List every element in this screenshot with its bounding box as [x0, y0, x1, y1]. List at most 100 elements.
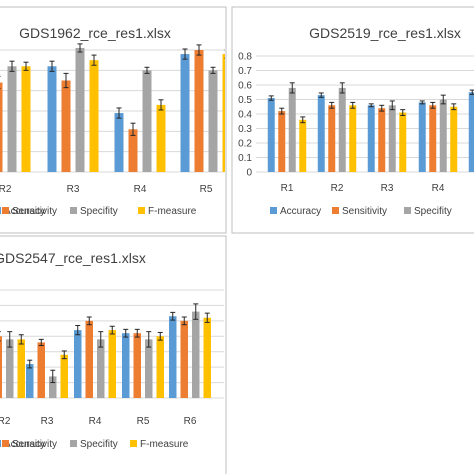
legend-item-accuracy: Accuracy	[0, 206, 45, 217]
legend-label: Sensitivity	[342, 206, 387, 217]
bar-specifity-r6	[192, 311, 200, 398]
bar-accuracy-r1	[267, 98, 275, 172]
y-tick-label: 0.5	[238, 95, 252, 106]
legend-item-specifity: Specifity	[70, 206, 118, 217]
bar-specifity-r2	[6, 339, 14, 398]
legend-swatch	[2, 207, 9, 214]
bar-accuracy-r4	[418, 102, 426, 172]
bar-fmeasure-r3	[60, 354, 68, 398]
bar-fmeasure-r6	[203, 317, 211, 398]
bar-specifity-r4	[142, 70, 152, 172]
bar-specifity-r4	[439, 99, 447, 172]
legend-swatch	[404, 207, 411, 214]
bar-specifity-r3	[49, 376, 57, 398]
legend-swatch	[332, 207, 339, 214]
bar-sensitivity-r3	[61, 80, 71, 172]
bar-sensitivity-r3	[378, 108, 386, 172]
bar-specifity-r3	[388, 105, 396, 172]
bar-fmeasure-r4	[450, 106, 458, 172]
bar-fmeasure-r3	[89, 60, 99, 172]
legend-swatch	[70, 207, 77, 214]
legend-item-sensitivity: Sensitivity	[2, 206, 57, 217]
x-tick-label-r2: R2	[331, 183, 344, 194]
bar-sensitivity-r2	[328, 105, 336, 172]
chart-gds1962: GDS1962_rce_res1.xlsx R1R2R3R4R5R6Accura…	[0, 25, 225, 217]
legend-label: Sensitivity	[12, 439, 57, 450]
y-tick-label: 0.4	[238, 110, 252, 121]
bar-accuracy-r5	[122, 333, 130, 398]
legend-label: Specifity	[414, 206, 452, 217]
bar-fmeasure-r4	[108, 330, 116, 398]
chart-title-gds2519: GDS2519_rce_res1.xlsx	[309, 25, 461, 41]
legend-item-accuracy: Accuracy	[0, 439, 45, 450]
bar-sensitivity-r3	[37, 342, 45, 398]
legend-item-fmeasure: F-measure	[138, 206, 197, 217]
bar-fmeasure-r2	[21, 66, 31, 172]
plot-area: R1R2R3R4R5R6	[0, 43, 225, 195]
bar-specifity-r5	[208, 70, 218, 172]
bar-sensitivity-r4	[128, 129, 138, 172]
legend-label: Accuracy	[4, 206, 45, 217]
y-tick-label: 0	[246, 168, 252, 179]
legend-swatch	[70, 440, 77, 447]
bar-specifity-r2	[7, 66, 17, 172]
legend-swatch	[138, 207, 145, 214]
bar-accuracy-r3	[26, 364, 34, 398]
bar-sensitivity-r4	[85, 320, 93, 398]
legend-swatch	[270, 207, 277, 214]
bar-specifity-r3	[75, 47, 85, 172]
bar-accuracy-r6	[169, 316, 177, 398]
bar-sensitivity-r4	[429, 105, 437, 172]
bar-fmeasure-r5	[222, 54, 225, 172]
bar-fmeasure-r2	[17, 339, 25, 398]
y-tick-label: 0.8	[238, 52, 252, 63]
bar-fmeasure-r1	[299, 119, 307, 172]
x-tick-label-r2: R2	[0, 416, 11, 427]
chart-title-gds2547: GDS2547_rce_res1.xlsx	[0, 250, 146, 266]
legend-label: Accuracy	[280, 206, 321, 217]
bar-sensitivity-r2	[0, 82, 3, 172]
legend-item-accuracy: Accuracy	[270, 206, 321, 217]
bar-sensitivity-r2	[0, 336, 2, 398]
legend-item-specifity: Specifity	[70, 439, 118, 450]
legend-item-sensitivity: Sensitivity	[332, 206, 387, 217]
plot-area: R1R2R3R4R5R6	[0, 289, 224, 427]
y-tick-label: 0.2	[238, 139, 252, 150]
bar-accuracy-r5	[180, 54, 190, 172]
y-tick-label: 0.3	[238, 124, 252, 135]
bar-accuracy-r3	[367, 105, 375, 172]
x-tick-label-r5: R5	[137, 416, 150, 427]
bar-specifity-r5	[145, 339, 153, 398]
legend-swatch	[130, 440, 137, 447]
legend-swatch	[0, 440, 1, 447]
bar-specifity-r4	[97, 339, 105, 398]
legend-swatch	[0, 207, 1, 214]
x-tick-label-r4: R4	[134, 184, 147, 195]
bar-accuracy-r3	[47, 66, 57, 172]
x-tick-label-r2: R2	[0, 184, 12, 195]
legend-item-fmeasure: F-measure	[130, 439, 189, 450]
y-tick-label: 0.6	[238, 81, 252, 92]
legend-swatch	[2, 440, 9, 447]
bar-sensitivity-r5	[194, 50, 204, 172]
bar-fmeasure-r4	[156, 104, 166, 172]
bar-accuracy-r2	[317, 95, 325, 172]
bar-sensitivity-r1	[278, 111, 286, 172]
legend-item-sensitivity: Sensitivity	[2, 439, 57, 450]
x-tick-label-r3: R3	[67, 184, 80, 195]
y-tick-label: 0.7	[238, 66, 252, 77]
x-tick-label-r4: R4	[89, 416, 102, 427]
chart-title-gds1962: GDS1962_rce_res1.xlsx	[19, 25, 171, 41]
bar-fmeasure-r2	[349, 105, 357, 172]
legend-label: Specifity	[80, 206, 118, 217]
x-tick-label-r3: R3	[381, 183, 394, 194]
x-tick-label-r3: R3	[41, 416, 54, 427]
chart-gds2547: GDS2547_rce_res1.xlsx R1R2R3R4R5R6Accura…	[0, 250, 224, 450]
legend-label: Sensitivity	[12, 206, 57, 217]
legend-label: Specifity	[80, 439, 118, 450]
chart-gds2519: GDS2519_rce_res1.xlsx R1R2R3R4R500.10.20…	[238, 25, 474, 217]
bar-fmeasure-r3	[399, 112, 407, 172]
plot-area: R1R2R3R4R5	[256, 55, 474, 194]
legend-label: F-measure	[140, 439, 189, 450]
